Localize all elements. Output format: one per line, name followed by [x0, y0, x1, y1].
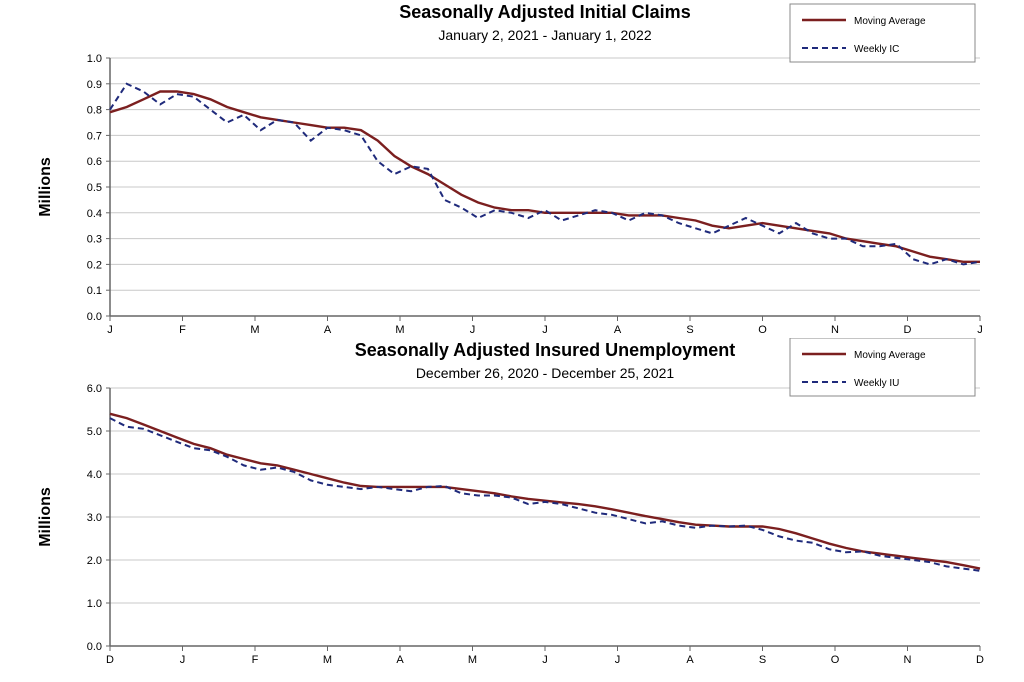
svg-text:Weekly IU: Weekly IU	[854, 378, 899, 389]
svg-text:0.2: 0.2	[87, 259, 102, 271]
svg-text:D: D	[106, 654, 114, 666]
svg-text:O: O	[758, 324, 767, 336]
chart-svg-1: Seasonally Adjusted Initial Claims Januar…	[0, 0, 1024, 338]
svg-text:Seasonally Adjusted Insured Un: Seasonally Adjusted Insured Unemployment	[355, 340, 735, 360]
svg-text:0.7: 0.7	[87, 130, 102, 142]
svg-text:J: J	[180, 654, 186, 666]
svg-text:F: F	[179, 324, 186, 336]
svg-text:J: J	[107, 324, 113, 336]
svg-text:Moving Average: Moving Average	[854, 16, 926, 27]
svg-text:6.0: 6.0	[87, 383, 102, 395]
svg-text:D: D	[976, 654, 984, 666]
svg-text:1.0: 1.0	[87, 53, 102, 65]
svg-text:January 2, 2021 - January 1, 2: January 2, 2021 - January 1, 2022	[438, 27, 651, 43]
svg-text:A: A	[324, 324, 332, 336]
svg-text:0.0: 0.0	[87, 641, 102, 653]
svg-text:M: M	[395, 324, 404, 336]
chart-insured-unemployment: Seasonally Adjusted Insured Unemployment…	[0, 338, 1024, 682]
svg-text:3.0: 3.0	[87, 512, 102, 524]
svg-text:J: J	[542, 654, 548, 666]
svg-text:Seasonally Adjusted Initial Cl: Seasonally Adjusted Initial Claims	[399, 2, 690, 22]
svg-text:5.0: 5.0	[87, 426, 102, 438]
svg-text:J: J	[615, 654, 621, 666]
svg-text:December 26, 2020 - December 2: December 26, 2020 - December 25, 2021	[416, 365, 675, 381]
svg-text:J: J	[470, 324, 476, 336]
svg-text:0.5: 0.5	[87, 182, 102, 194]
svg-text:Weekly IC: Weekly IC	[854, 44, 899, 55]
svg-text:D: D	[904, 324, 912, 336]
svg-text:0.3: 0.3	[87, 234, 102, 246]
svg-text:S: S	[686, 324, 693, 336]
svg-text:J: J	[542, 324, 548, 336]
svg-text:0.8: 0.8	[87, 105, 102, 117]
svg-text:0.6: 0.6	[87, 156, 102, 168]
svg-text:S: S	[759, 654, 766, 666]
svg-text:0.4: 0.4	[87, 208, 102, 220]
svg-text:J: J	[977, 324, 983, 336]
svg-text:A: A	[396, 654, 404, 666]
svg-text:F: F	[252, 654, 259, 666]
svg-text:A: A	[686, 654, 694, 666]
svg-text:Millions: Millions	[37, 487, 54, 547]
svg-text:2.0: 2.0	[87, 555, 102, 567]
svg-text:0.1: 0.1	[87, 285, 102, 297]
chart-svg-2: Seasonally Adjusted Insured Unemployment…	[0, 338, 1024, 682]
svg-text:0.0: 0.0	[87, 311, 102, 323]
svg-text:M: M	[250, 324, 259, 336]
svg-text:O: O	[831, 654, 840, 666]
svg-text:1.0: 1.0	[87, 598, 102, 610]
svg-text:N: N	[904, 654, 912, 666]
svg-text:M: M	[468, 654, 477, 666]
svg-text:4.0: 4.0	[87, 469, 102, 481]
svg-text:A: A	[614, 324, 622, 336]
chart-initial-claims: Seasonally Adjusted Initial Claims Januar…	[0, 0, 1024, 338]
svg-text:Moving Average: Moving Average	[854, 350, 926, 361]
svg-text:N: N	[831, 324, 839, 336]
svg-text:0.9: 0.9	[87, 79, 102, 91]
svg-text:Millions: Millions	[37, 157, 54, 217]
svg-text:M: M	[323, 654, 332, 666]
